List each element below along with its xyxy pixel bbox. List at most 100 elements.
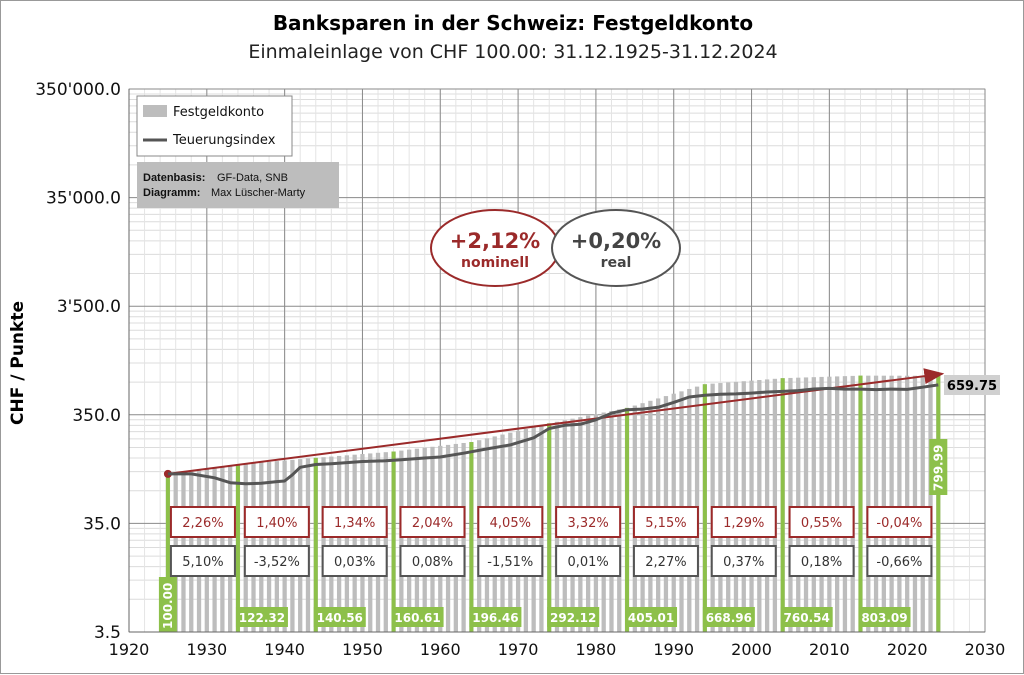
source-data-value: GF-Data, SNB: [217, 172, 288, 184]
nominal-return-box: [243, 506, 310, 538]
bar: [835, 376, 840, 632]
y-tick-label: 3.5: [94, 623, 121, 643]
bar: [336, 455, 342, 632]
decade-value-cap: [858, 607, 911, 627]
decade-highlight-bars: [165, 375, 941, 632]
nominal-return-label: 2,04%: [412, 516, 453, 531]
bar: [414, 448, 420, 632]
y-tick-label: 3'500.0: [57, 297, 121, 317]
nominal-return-label: 1,40%: [256, 516, 297, 531]
x-tick-label: 1980: [576, 640, 617, 659]
decade-value-cap: [702, 607, 755, 627]
nominal-return-label: 4,05%: [490, 516, 531, 531]
bar: [928, 375, 933, 632]
bar: [430, 446, 435, 632]
real-return-box: [632, 545, 699, 577]
bar: [399, 450, 404, 632]
bar: [905, 375, 910, 632]
nominal-return-box: [555, 506, 622, 538]
bar: [321, 457, 326, 632]
real-return-label: 5,10%: [182, 555, 223, 570]
bar: [811, 377, 816, 632]
decade-value-label: 799.99: [931, 445, 945, 491]
real-return-label: -3,52%: [254, 555, 300, 570]
decade-value-labels: 100.00 122.32 140.56 160.61 196.46 292.12 405.…: [158, 439, 948, 632]
bar: [352, 454, 357, 632]
end-value-label: 659.75: [947, 379, 997, 394]
real-return-label: 0,37%: [723, 555, 764, 570]
bar: [819, 376, 824, 632]
bar: [375, 452, 381, 632]
chart-subtitle: Einmaleinlage von CHF 100.00: 31.12.1925…: [248, 41, 777, 63]
decade-return-boxes: 2,26% 1,40% 1,34% 2,04% 4,05% 3,32% 5,15% 1,29%…: [169, 506, 933, 577]
decade-bar: [313, 457, 318, 632]
bar: [920, 375, 925, 632]
decade-value-label: 292.12: [550, 611, 596, 625]
nominal-return-box: [169, 506, 236, 538]
y-tick-label: 350.0: [72, 406, 121, 426]
decade-value-label: 160.61: [394, 611, 440, 625]
real-return-box: [321, 545, 388, 577]
x-tick-label: 1960: [420, 640, 461, 659]
legend-swatch-bars: [143, 105, 167, 117]
decade-value-cap: [469, 607, 522, 627]
bar: [889, 375, 894, 632]
x-tick-label: 1940: [264, 640, 305, 659]
decade-value-cap: [235, 607, 288, 627]
bar: [445, 444, 451, 632]
x-tick-label: 2030: [965, 640, 1006, 659]
index-line: [167, 383, 939, 486]
real-return-box: [477, 545, 544, 577]
real-return-label: 2,27%: [645, 555, 686, 570]
bar: [803, 377, 809, 632]
x-tick-label: 1920: [109, 640, 150, 659]
decade-value-cap: [158, 577, 177, 632]
bar: [407, 449, 412, 632]
nominal-return-label: 0,55%: [801, 516, 842, 531]
decade-value-label: 803.09: [861, 611, 907, 625]
bar: [850, 375, 855, 632]
real-return-box: [399, 545, 466, 577]
legend: Festgeldkonto Teuerungsindex: [136, 95, 293, 157]
bar: [912, 375, 918, 632]
decade-bar: [702, 384, 707, 632]
source-data-key: Datenbasis:: [143, 172, 205, 184]
decade-value-label: 668.96: [706, 611, 752, 625]
nominal-rate-label: nominell: [461, 255, 529, 271]
nominal-rate-badge: +2,12% nominell: [430, 209, 560, 287]
x-tick-label: 1930: [186, 640, 227, 659]
end-value-bg: [944, 375, 1000, 395]
x-tick-label: 2020: [887, 640, 928, 659]
decade-bar: [858, 375, 863, 632]
nominal-return-label: 5,15%: [645, 516, 686, 531]
bar: [796, 377, 801, 632]
source-diagram-key: Diagramm:: [143, 187, 200, 199]
decade-value-label: 122.32: [239, 611, 285, 625]
decade-bar: [547, 423, 552, 632]
real-return-box: [243, 545, 310, 577]
real-return-box: [169, 545, 236, 577]
bar: [881, 375, 886, 632]
decade-bar: [625, 407, 630, 632]
nominal-rate-value: +2,12%: [450, 229, 540, 253]
x-tick-label: 2000: [731, 640, 772, 659]
nominal-return-box: [866, 506, 933, 538]
decade-value-label: 196.46: [472, 611, 518, 625]
bar: [422, 447, 427, 632]
decade-bar: [780, 378, 785, 632]
bar: [897, 375, 902, 632]
line-series-teuerungsindex: [167, 383, 939, 486]
axes: 3.5 35.0 350.0 3'500.0 35'000.0 350'000.0 1920…: [35, 80, 1005, 659]
bar: [788, 377, 793, 632]
bar: [764, 379, 770, 632]
legend-label-line: Teuerungsindex: [172, 133, 276, 148]
real-return-label: -0,66%: [876, 555, 922, 570]
bar: [368, 453, 373, 632]
nominal-return-label: -0,04%: [876, 516, 922, 531]
decade-value-label: 760.54: [784, 611, 830, 625]
bar: [842, 376, 848, 632]
bar: [438, 445, 443, 632]
source-box-bg: [137, 162, 339, 208]
real-rate-ellipse: [551, 209, 681, 287]
real-rate-badge: +0,20% real: [551, 209, 681, 287]
